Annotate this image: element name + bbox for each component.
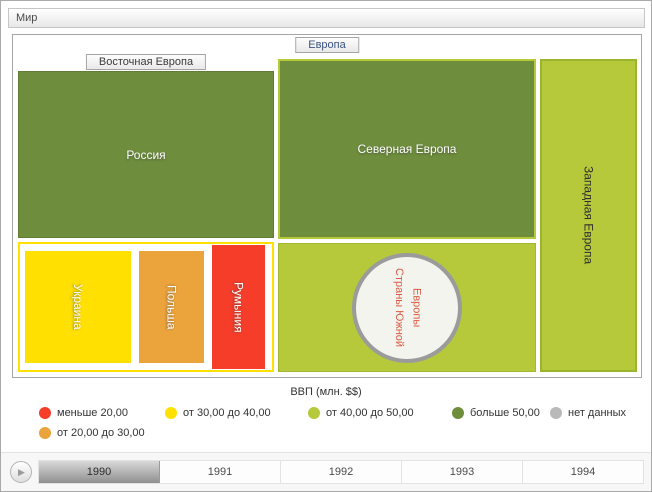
legend-dot-orange xyxy=(39,427,51,439)
timeline: ▶ 1990 1991 1992 1993 1994 xyxy=(1,452,651,491)
timeline-year-1994[interactable]: 1994 xyxy=(570,466,596,478)
legend-item-40-50: от 40,00 до 50,00 xyxy=(308,406,414,420)
legend-label: от 40,00 до 50,00 xyxy=(326,407,414,419)
timeline-year-1990[interactable]: 1990 xyxy=(39,461,160,483)
legend-item-less-20: меньше 20,00 xyxy=(39,406,128,420)
play-icon: ▶ xyxy=(18,466,25,477)
timeline-year-1992[interactable]: 1992 xyxy=(281,461,402,483)
treemap-node-poland[interactable]: Польша xyxy=(139,251,204,363)
legend-dot-yellow-green xyxy=(308,407,320,419)
legend-label: от 30,00 до 40,00 xyxy=(183,407,271,419)
legend-item-20-30: от 20,00 до 30,00 xyxy=(39,426,145,440)
treemap-node-ukraine[interactable]: Украина xyxy=(25,251,131,363)
legend-label: больше 50,00 xyxy=(470,407,540,419)
node-label-poland: Польша xyxy=(164,284,179,330)
node-label-russia: Россия xyxy=(126,147,166,162)
timeline-year-1993[interactable]: 1993 xyxy=(402,461,523,483)
treemap-group-europe: Европа Восточная Европа Россия Украина П… xyxy=(12,34,642,378)
legend-label: нет данных xyxy=(568,407,627,419)
node-label-ukraine: Украина xyxy=(71,284,85,330)
legend-item-no-data: нет данных xyxy=(550,406,626,420)
legend-dot-gray xyxy=(550,407,562,419)
timeline-year-1991[interactable]: 1991 xyxy=(160,461,281,483)
treemap-subgroup-eastern: Украина Польша Румыния xyxy=(18,242,274,372)
treemap-node-romania[interactable]: Румыния xyxy=(212,245,265,369)
legend-item-30-40: от 30,00 до 40,00 xyxy=(165,406,271,420)
node-label-northern-europe: Северная Европа xyxy=(357,142,457,156)
breadcrumb-world[interactable]: Мир xyxy=(8,8,645,28)
legend-title: ВВП (млн. $$) xyxy=(290,386,362,398)
node-label-romania: Румыния xyxy=(231,281,246,333)
play-button[interactable]: ▶ xyxy=(10,461,32,483)
treemap-node-southern-europe-circle[interactable]: Страны Южной Европы xyxy=(352,252,462,363)
legend-label: меньше 20,00 xyxy=(57,407,129,419)
legend-dot-red xyxy=(39,407,51,419)
legend-label: от 20,00 до 30,00 xyxy=(57,427,145,439)
legend-item-more-50: больше 50,00 xyxy=(452,406,540,420)
treemap-node-russia[interactable]: Россия xyxy=(18,71,274,238)
treemap-node-southern-europe[interactable]: Страны Южной Европы xyxy=(278,243,536,372)
timeline-track[interactable]: 1990 1991 1992 1993 1994 xyxy=(38,460,644,484)
node-label-western-europe: Западная Европа xyxy=(581,166,596,265)
legend-dot-yellow xyxy=(165,407,177,419)
treemap-header-eastern-europe[interactable]: Восточная Европа xyxy=(85,54,207,70)
legend-dot-dark-green xyxy=(452,407,464,419)
treemap-header-europe[interactable]: Европа xyxy=(295,37,359,53)
treemap-node-western-europe[interactable]: Западная Европа xyxy=(540,59,637,372)
treemap-node-northern-europe[interactable]: Северная Европа xyxy=(278,59,536,239)
node-label-southern-europe: Страны Южной Европы xyxy=(393,267,423,348)
